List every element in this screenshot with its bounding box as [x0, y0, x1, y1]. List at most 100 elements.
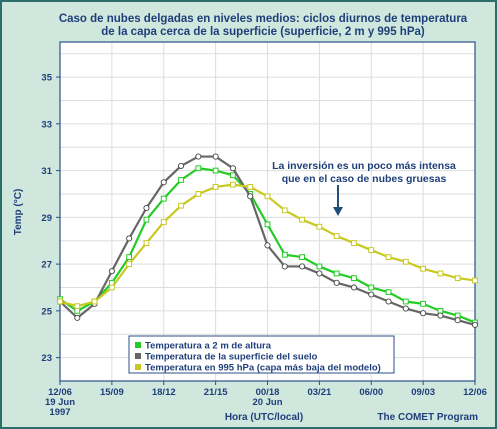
legend-entry-label: Temperatura de la superficie del suelo: [145, 352, 318, 363]
legend-box: [128, 335, 395, 374]
annotation-line1: La inversión es un poco más intensa: [272, 160, 456, 172]
x-tick-date-label: 19 Jun: [45, 397, 75, 408]
data-point: [126, 235, 133, 242]
data-point: [350, 284, 358, 291]
data-point: [178, 177, 184, 183]
data-point: [143, 204, 150, 212]
data-point: [385, 289, 392, 296]
x-tick-label: 06/00: [359, 387, 383, 398]
x-tick-label: 12/06: [48, 387, 72, 398]
annotation-arrow-head: [333, 207, 343, 216]
data-point: [385, 254, 392, 260]
data-point: [454, 317, 461, 324]
y-tick-label: 27: [41, 260, 52, 271]
data-point: [420, 300, 427, 307]
credit-text: The COMET Program: [377, 412, 478, 423]
data-point: [472, 277, 478, 284]
data-point: [351, 275, 357, 282]
legend-swatch: [135, 353, 141, 359]
data-point: [316, 263, 323, 270]
data-point: [177, 162, 185, 169]
data-point: [143, 240, 150, 246]
data-point: [281, 207, 288, 214]
data-point: [299, 216, 305, 223]
data-point: [264, 193, 271, 200]
legend-swatch: [135, 364, 141, 370]
data-point: [212, 184, 219, 190]
series-layer: [56, 153, 479, 328]
x-tick-label: 15/09: [100, 387, 124, 398]
data-point: [212, 153, 219, 160]
legend-swatch: [135, 342, 141, 348]
annotation-line2: que en el caso de nubes gruesas: [282, 173, 447, 185]
series-2: [56, 153, 479, 328]
x-tick-label: 12/06: [463, 387, 487, 398]
data-point: [351, 240, 357, 246]
data-point: [316, 223, 323, 230]
data-point: [299, 254, 305, 260]
data-point: [212, 167, 219, 174]
data-point: [281, 251, 288, 258]
data-point: [402, 258, 409, 265]
data-point: [160, 219, 167, 225]
data-point: [195, 191, 202, 197]
legend-entry-label: Temperatura a 2 m de altura: [145, 341, 272, 352]
y-tick-label: 25: [41, 306, 52, 317]
data-point: [108, 284, 115, 291]
data-point: [420, 265, 427, 272]
data-point: [333, 270, 340, 277]
y-tick-label: 23: [41, 353, 52, 364]
grid-lines: [59, 42, 476, 382]
x-tick-label: 21/15: [204, 387, 228, 398]
data-point: [402, 298, 409, 305]
x-tick-label: 18/12: [152, 387, 176, 398]
y-tick-label: 29: [41, 213, 52, 224]
data-point: [437, 312, 444, 319]
data-point: [420, 310, 427, 317]
data-point: [143, 216, 150, 223]
data-point: [230, 181, 236, 188]
data-point: [160, 179, 167, 186]
data-point: [126, 261, 133, 268]
x-tick-label: 03/21: [307, 387, 331, 398]
data-point: [247, 184, 254, 190]
data-point: [299, 263, 306, 270]
data-point: [195, 165, 202, 172]
data-point: [333, 279, 340, 286]
data-point: [368, 247, 375, 253]
legend-entry-label: Temperatura en 995 hPa (capa más baja de…: [145, 363, 381, 374]
data-point: [402, 305, 409, 312]
y-tick-label: 33: [41, 119, 52, 130]
chart-title-line1: Caso de nubes delgadas en niveles medios…: [59, 13, 468, 25]
data-point: [264, 242, 271, 249]
x-tick-date-label: 20 Jun: [252, 397, 282, 408]
data-point: [368, 284, 375, 291]
y-axis-label: Temp (°C): [13, 189, 24, 236]
chart-title-line2: de la capa cerca de la superficie (super…: [101, 26, 425, 38]
data-point: [247, 193, 254, 200]
x-axis-label: Hora (UTC/local): [225, 412, 303, 423]
data-point: [230, 172, 236, 179]
data-point: [333, 233, 340, 239]
data-point: [385, 298, 392, 305]
y-tick-label: 35: [41, 73, 52, 84]
data-point: [437, 270, 444, 277]
x-tick-label: 09/03: [411, 387, 435, 398]
data-point: [229, 165, 236, 172]
data-point: [74, 303, 81, 310]
x-tick-label: 00/18: [256, 387, 280, 398]
data-point: [57, 298, 63, 305]
x-tick-year-label: 1997: [49, 407, 70, 418]
data-point: [108, 268, 115, 275]
data-point: [74, 307, 81, 314]
data-point: [91, 298, 98, 305]
data-point: [471, 321, 479, 328]
data-point: [74, 314, 81, 321]
data-point: [264, 221, 271, 228]
y-tick-label: 31: [41, 166, 52, 177]
data-point: [368, 291, 375, 298]
